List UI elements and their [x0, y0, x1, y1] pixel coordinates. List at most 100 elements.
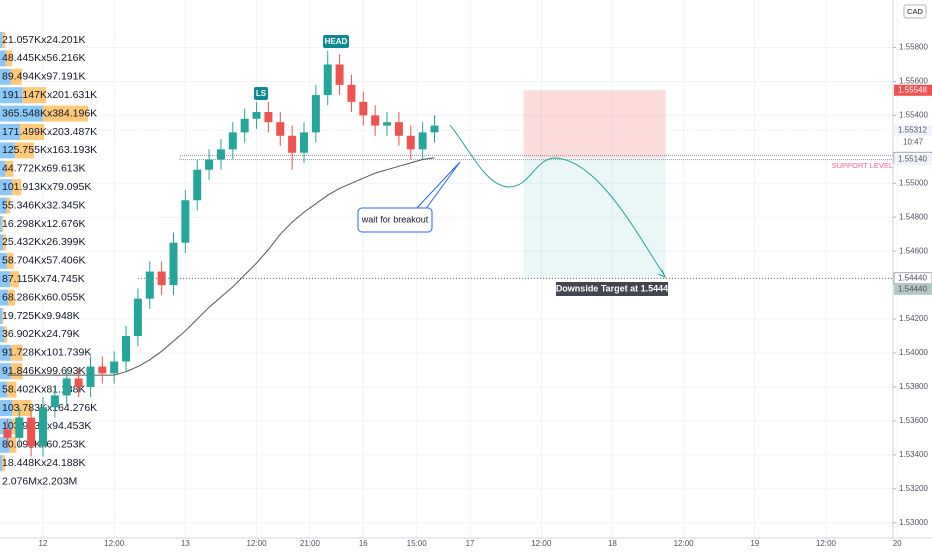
- candle-body: [122, 336, 131, 362]
- target-tag: Downside Target at 1.5444: [556, 282, 668, 296]
- profile-buy-bar: [22, 87, 47, 104]
- head-text: HEAD: [325, 37, 348, 46]
- price-label: 1.55312: [898, 125, 927, 134]
- candle-body: [39, 407, 48, 447]
- candle-body: [133, 298, 142, 337]
- profile-label: 21.057Kx24.201K: [2, 34, 86, 46]
- head-tag-box: [323, 35, 349, 48]
- profile-buy-bar: [6, 381, 17, 398]
- profile-label: 87.115Kx74.745K: [2, 273, 85, 285]
- profile-label: 36.902Kx24.79K: [2, 328, 80, 340]
- x-tick-label: 12:00: [531, 539, 552, 548]
- profile-label: 91.728Kx101.739K: [2, 347, 91, 359]
- candle-body: [394, 122, 403, 136]
- profile-buy-bar: [8, 289, 16, 306]
- profile-buy-bar: [10, 271, 19, 288]
- profile-sell-bar: [0, 50, 6, 67]
- profile-sell-bar: [0, 234, 3, 251]
- profile-buy-bar: [11, 179, 22, 196]
- candle-body: [299, 132, 308, 153]
- candle-body: [406, 135, 415, 150]
- profile-buy-bar: [2, 455, 6, 472]
- price-label: 1.54440: [898, 273, 927, 282]
- x-tick-label: 20: [893, 539, 902, 548]
- candle-body: [169, 242, 178, 286]
- profile-buy-bar: [1, 216, 4, 232]
- x-tick-label: 12:00: [104, 539, 125, 548]
- profile-label: 365.548Kx384.196K: [2, 107, 97, 119]
- profile-sell-bar: [0, 455, 3, 472]
- y-tick-label: 1.53800: [899, 382, 928, 391]
- profile-sell-bar: [0, 197, 7, 214]
- profile-label: 55.346Kx32.345K: [2, 199, 86, 211]
- profile-sell-bar: [0, 87, 23, 104]
- profile-sell-bar: [0, 142, 15, 159]
- profile-sell-bar: [0, 326, 5, 343]
- x-tick-label: 12:00: [247, 539, 268, 548]
- y-tick-label: 1.55600: [899, 77, 928, 86]
- y-tick-label: 1.54600: [899, 246, 928, 255]
- profile-label: 58.402Kx81.138K: [2, 383, 86, 395]
- profile-buy-bar: [4, 326, 8, 343]
- price-label-box: [894, 283, 932, 295]
- profile-label: 44.772Kx69.613K: [2, 163, 86, 175]
- profile-label: 18.448Kx24.188K: [2, 457, 86, 469]
- candle-body: [359, 101, 368, 116]
- profile-sell-bar: [0, 308, 3, 324]
- profile-label: 68.286Kx60.055K: [2, 291, 86, 303]
- price-label: 1.55548: [898, 85, 927, 94]
- profile-buy-bar: [6, 252, 14, 269]
- candle-body: [216, 149, 225, 160]
- target-tag-box: [556, 282, 668, 296]
- profile-sell-bar: [0, 179, 12, 196]
- callout-box: [357, 207, 433, 233]
- y-tick-label: 1.55400: [899, 111, 928, 120]
- candle-body: [335, 64, 344, 85]
- ls-text: LS: [256, 89, 267, 98]
- currency-text: CAD: [907, 7, 923, 16]
- profile-label: 89.494Kx97.191K: [2, 71, 86, 83]
- candle-body: [157, 271, 166, 286]
- candle-body: [50, 395, 59, 408]
- profile-sell-bar: [0, 400, 13, 416]
- y-tick-label: 1.53200: [899, 484, 928, 493]
- profile-label: 58.704Kx57.406K: [2, 255, 86, 267]
- candle-body: [347, 84, 356, 102]
- profile-buy-bar: [6, 197, 11, 214]
- candle-body: [110, 361, 119, 374]
- profile-sell-bar: [0, 105, 43, 122]
- x-tick-label: 16: [359, 539, 368, 548]
- ls-tag-box: [254, 87, 268, 100]
- x-tick-label: 19: [750, 539, 759, 548]
- candle-body: [193, 169, 202, 201]
- x-tick-label: 17: [466, 539, 475, 548]
- candle-body: [311, 95, 320, 133]
- candle-body: [371, 115, 380, 126]
- profile-buy-bar: [5, 50, 13, 67]
- profile-label: 25.432Kx26.399K: [2, 236, 86, 248]
- x-tick-label: 21:00: [300, 539, 321, 548]
- price-label-box: [894, 154, 932, 166]
- currency-badge: CAD: [903, 4, 927, 19]
- x-tick-label: 12:00: [674, 539, 695, 548]
- x-tick-label: 12:00: [816, 539, 837, 548]
- ls-tag: LS: [254, 87, 268, 100]
- profile-buy-bar: [20, 124, 45, 140]
- profile-label: 125.755Kx163.193K: [2, 144, 97, 156]
- profile-label: 91.846Kx99.693K: [2, 365, 86, 377]
- profile-label: 48.445Kx56.216K: [2, 52, 86, 64]
- projection-path: [449, 124, 666, 277]
- price-label-box: [894, 84, 932, 96]
- profile-label: 101.913Kx79.095K: [2, 181, 91, 193]
- stop-zone: [523, 90, 666, 158]
- candle-body: [15, 417, 24, 438]
- profile-sell-bar: [0, 32, 3, 48]
- profile-buy-bar: [2, 234, 7, 251]
- x-tick-label: 18: [608, 539, 617, 548]
- price-label: 1.55140: [898, 155, 927, 164]
- profile-buy-bar: [10, 363, 23, 380]
- profile-sell-bar: [0, 436, 10, 453]
- profile-buy-bar: [2, 308, 4, 324]
- candle-body: [205, 159, 214, 170]
- candle-body: [27, 417, 36, 447]
